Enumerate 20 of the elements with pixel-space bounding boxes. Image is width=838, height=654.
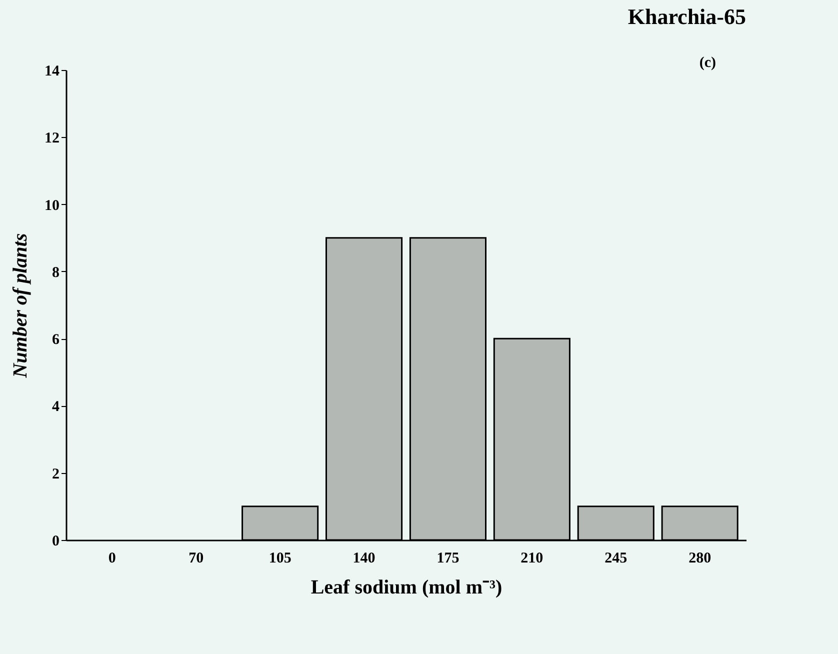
annotation: (c) [699,55,716,71]
x-tick-label: 245 [604,550,628,566]
y-tick-label: 2 [52,466,60,482]
y-tick-label: 12 [44,130,60,147]
y-tick-label: 10 [44,198,60,214]
y-tick-label: 14 [44,64,60,80]
chart-title: Kharchia-65 [628,4,746,29]
y-tick-label: 0 [52,534,60,550]
x-tick-label: 280 [688,550,712,566]
x-tick-label: 175 [436,550,460,566]
y-tick-label: 6 [52,332,60,348]
x-tick-label: 210 [520,550,544,566]
y-tick-label: 8 [52,264,60,281]
x-tick-label: 140 [352,550,376,566]
x-axis-title: Leaf sodium (mol m⁻³) [310,576,502,598]
x-tick-label: 70 [188,550,204,566]
x-tick-label: 0 [108,550,116,566]
y-tick-label: 4 [52,399,60,416]
x-tick-label: 105 [268,550,292,566]
y-axis-title: Number of plants [10,233,32,379]
